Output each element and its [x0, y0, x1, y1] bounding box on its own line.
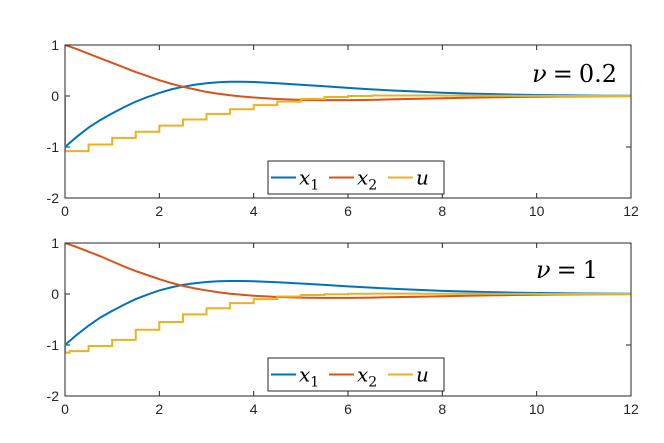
legend-label-x1: x1: [299, 363, 319, 391]
legend-subscript: 1: [310, 375, 319, 391]
legend-label-u: u: [416, 363, 429, 387]
legend: x1 x2 u: [267, 160, 445, 195]
annotation-symbol: ν: [536, 256, 551, 284]
legend-label-x2: x2: [357, 363, 377, 391]
series-line-x1: [65, 280, 631, 346]
annotation-label: ν = 0.2: [532, 60, 617, 88]
annotation-equals: =: [557, 256, 577, 284]
annotation-symbol: ν: [532, 60, 547, 88]
legend: x1 x2 u: [267, 357, 445, 392]
series-line-u: [65, 292, 631, 354]
x-tick-label: 6: [344, 401, 352, 417]
y-tick-label: -1: [47, 337, 60, 353]
axes-box: [64, 242, 632, 397]
legend-label-x2: x2: [357, 166, 377, 194]
legend-symbol: x: [299, 363, 310, 387]
x-tick-label: 12: [623, 203, 639, 219]
x-tick-label: 4: [250, 401, 258, 417]
legend-subscript: 1: [310, 178, 319, 194]
legend-symbol: u: [416, 166, 429, 190]
legend-symbol: x: [299, 166, 310, 190]
y-tick-label: -2: [47, 388, 60, 404]
series-line-u: [65, 94, 631, 153]
y-tick-label: -1: [47, 139, 60, 155]
legend-subscript: 2: [368, 178, 377, 194]
legend-symbol: x: [357, 363, 368, 387]
series-line-x2: [65, 45, 631, 102]
legend-symbol: x: [357, 166, 368, 190]
x-tick-label: 12: [623, 401, 639, 417]
axes-box: [64, 44, 632, 199]
series-line-x1: [65, 80, 631, 148]
x-tick-label: 2: [155, 203, 163, 219]
x-tick-label: 6: [344, 203, 352, 219]
x-tick-label: 4: [250, 203, 258, 219]
annotation-label: ν = 1: [536, 256, 598, 284]
y-tick-label: 0: [51, 88, 59, 104]
annotation-value: 0.2: [579, 60, 617, 88]
series-line-x2: [65, 243, 631, 299]
annotation-equals: =: [553, 60, 573, 88]
y-tick-label: -2: [47, 190, 60, 206]
legend-symbol: u: [416, 363, 429, 387]
x-tick-label: 8: [438, 203, 446, 219]
legend-label-x1: x1: [299, 166, 319, 194]
x-tick-label: 10: [529, 203, 545, 219]
x-tick-label: 2: [155, 401, 163, 417]
legend-subscript: 2: [368, 375, 377, 391]
legend-box: [267, 357, 445, 392]
x-tick-label: 0: [61, 401, 69, 417]
x-tick-label: 8: [438, 401, 446, 417]
x-tick-label: 10: [529, 401, 545, 417]
legend-box: [267, 160, 445, 195]
legend-label-u: u: [416, 166, 429, 190]
y-tick-label: 0: [51, 286, 59, 302]
annotation-value: 1: [583, 256, 598, 284]
x-tick-label: 0: [61, 203, 69, 219]
y-tick-label: 1: [51, 235, 59, 251]
y-tick-label: 1: [51, 37, 59, 53]
